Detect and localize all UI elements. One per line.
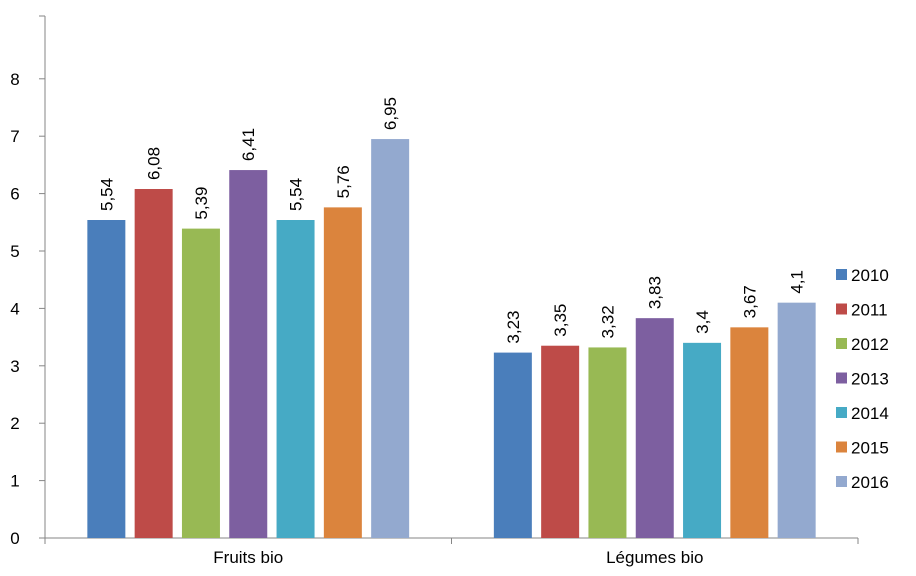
bar bbox=[588, 347, 627, 538]
bars bbox=[87, 139, 816, 539]
bar bbox=[323, 207, 362, 538]
y-axis: 0 1 2 3 4 5 6 7 8 bbox=[10, 15, 46, 548]
data-label: 5,54 bbox=[97, 178, 116, 211]
bar bbox=[493, 352, 532, 538]
y-tick-label: 4 bbox=[10, 299, 19, 318]
legend-swatch bbox=[836, 372, 847, 384]
legend-label: 2016 bbox=[851, 473, 889, 492]
y-tick-label: 6 bbox=[10, 185, 19, 204]
y-tick-label: 8 bbox=[10, 70, 19, 89]
data-label: 6,41 bbox=[239, 128, 258, 161]
bar bbox=[229, 170, 268, 539]
bar bbox=[87, 220, 126, 538]
legend-swatch bbox=[836, 269, 847, 280]
bar bbox=[635, 318, 674, 538]
x-category-label: Légumes bio bbox=[606, 548, 703, 567]
bar bbox=[181, 228, 220, 538]
bar bbox=[777, 302, 816, 538]
legend: 2010 2011 2012 2013 2014 2015 2016 bbox=[836, 266, 889, 492]
data-label: 3,35 bbox=[551, 304, 570, 337]
data-labels: 5,54 6,08 5,39 6,41 5,54 5,76 6,95 3,23 3,35 3,32… bbox=[97, 97, 806, 344]
data-label: 4,1 bbox=[788, 270, 807, 294]
legend-label: 2012 bbox=[851, 335, 889, 354]
data-label: 3,83 bbox=[646, 276, 665, 309]
data-label: 5,39 bbox=[192, 187, 211, 220]
y-tick-label: 0 bbox=[10, 529, 19, 548]
legend-swatch bbox=[836, 407, 847, 418]
data-label: 5,54 bbox=[287, 178, 306, 211]
data-label: 6,08 bbox=[145, 147, 164, 180]
bar bbox=[371, 139, 410, 538]
bar bbox=[276, 220, 315, 538]
data-label: 3,23 bbox=[504, 311, 523, 344]
x-axis: Fruits bio Légumes bio bbox=[44, 537, 859, 567]
data-label: 3,67 bbox=[740, 285, 759, 318]
legend-swatch bbox=[836, 303, 847, 315]
legend-swatch bbox=[836, 338, 847, 349]
x-category-label: Fruits bio bbox=[213, 548, 283, 567]
data-label: 6,95 bbox=[381, 97, 400, 130]
legend-label: 2011 bbox=[851, 301, 888, 320]
data-label: 3,32 bbox=[598, 305, 617, 338]
bar bbox=[730, 327, 769, 538]
bar bbox=[134, 189, 173, 538]
bar bbox=[683, 342, 722, 538]
legend-label: 2014 bbox=[851, 404, 889, 423]
data-label: 3,4 bbox=[693, 310, 712, 334]
legend-label: 2015 bbox=[851, 439, 889, 458]
y-tick-label: 2 bbox=[10, 414, 19, 433]
data-label: 5,76 bbox=[334, 165, 353, 198]
y-tick-label: 5 bbox=[10, 242, 19, 261]
y-tick-label: 1 bbox=[10, 472, 19, 491]
y-tick-label: 3 bbox=[10, 357, 19, 376]
bar bbox=[541, 345, 580, 538]
legend-swatch bbox=[836, 441, 847, 453]
legend-label: 2013 bbox=[851, 370, 889, 389]
legend-swatch bbox=[836, 476, 847, 487]
y-tick-label: 7 bbox=[10, 127, 19, 146]
legend-label: 2010 bbox=[851, 266, 889, 285]
